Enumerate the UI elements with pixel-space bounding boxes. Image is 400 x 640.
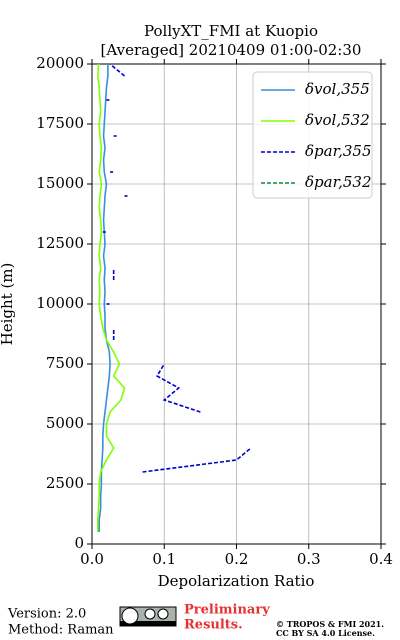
x-tick-label: 0.0 [80, 550, 104, 568]
y-tick-label: 20000 [36, 54, 84, 72]
y-tick-label: 5000 [46, 414, 84, 432]
x-tick-label: 0.4 [369, 550, 393, 568]
plot-frame [91, 63, 382, 545]
x-tick-label: 0.1 [152, 550, 176, 568]
chart-title: PollyXT_FMI at Kuopio [144, 22, 318, 40]
y-tick-label: 7500 [46, 354, 84, 372]
x-tick-label: 0.2 [225, 550, 249, 568]
legend-box [252, 71, 373, 199]
legend-label: δpar,355 [305, 142, 372, 160]
data-line [98, 64, 111, 532]
chart-subtitle: [Averaged] 20210409 01:00-02:30 [101, 41, 362, 59]
y-tick-label: 17500 [36, 114, 84, 132]
copyright: © TROPOS & FMI 2021. [276, 619, 384, 629]
y-tick-label: 0 [74, 534, 84, 552]
y-tick-label: 15000 [36, 174, 84, 192]
legend-label: δvol,532 [305, 111, 370, 129]
y-axis-label: Height (m) [0, 263, 16, 346]
y-tick-label: 2500 [46, 474, 84, 492]
data-line [142, 447, 252, 473]
legend-label: δpar,532 [305, 173, 372, 191]
method: Method: Raman [8, 623, 114, 638]
results: Results. [184, 618, 243, 633]
version: Version: 2.0 [7, 607, 86, 622]
y-tick-label: 12500 [36, 234, 84, 252]
license: CC BY SA 4.0 License. [276, 628, 375, 638]
data-line [155, 363, 201, 413]
cc-logo [119, 606, 177, 627]
data-line [96, 63, 126, 532]
legend-label: δvol,355 [305, 80, 370, 98]
data-line [109, 63, 126, 77]
preliminary: Preliminary [184, 603, 270, 618]
y-tick-label: 10000 [36, 294, 84, 312]
x-tick-label: 0.3 [297, 550, 321, 568]
x-axis-label: Depolarization Ratio [158, 572, 315, 590]
